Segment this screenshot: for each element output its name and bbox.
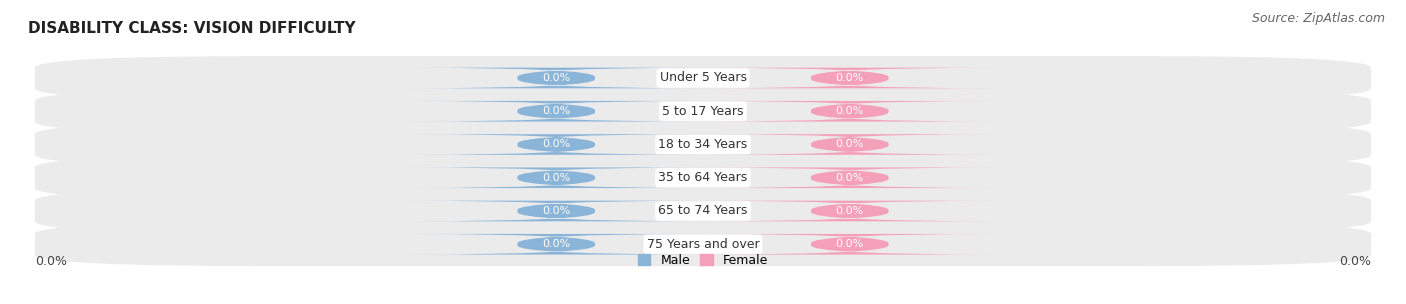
Legend: Male, Female: Male, Female [633, 249, 773, 272]
Text: 0.0%: 0.0% [835, 73, 863, 83]
Text: 0.0%: 0.0% [543, 206, 571, 216]
Text: DISABILITY CLASS: VISION DIFFICULTY: DISABILITY CLASS: VISION DIFFICULTY [28, 22, 356, 36]
FancyBboxPatch shape [35, 123, 1371, 167]
FancyBboxPatch shape [700, 201, 1000, 221]
Text: 0.0%: 0.0% [35, 254, 67, 268]
Text: 0.0%: 0.0% [1339, 254, 1371, 268]
FancyBboxPatch shape [35, 56, 1371, 100]
Text: 0.0%: 0.0% [835, 140, 863, 150]
Text: 0.0%: 0.0% [543, 173, 571, 183]
Text: 0.0%: 0.0% [835, 239, 863, 249]
FancyBboxPatch shape [700, 134, 1000, 155]
Text: Source: ZipAtlas.com: Source: ZipAtlas.com [1251, 12, 1385, 25]
FancyBboxPatch shape [406, 101, 706, 122]
Text: 18 to 34 Years: 18 to 34 Years [658, 138, 748, 151]
Text: 0.0%: 0.0% [543, 106, 571, 116]
FancyBboxPatch shape [35, 89, 1371, 133]
FancyBboxPatch shape [700, 234, 1000, 254]
FancyBboxPatch shape [700, 101, 1000, 122]
FancyBboxPatch shape [35, 156, 1371, 200]
Text: 0.0%: 0.0% [543, 140, 571, 150]
FancyBboxPatch shape [406, 168, 706, 188]
Text: Under 5 Years: Under 5 Years [659, 71, 747, 85]
FancyBboxPatch shape [700, 68, 1000, 88]
Text: 0.0%: 0.0% [835, 206, 863, 216]
Text: 5 to 17 Years: 5 to 17 Years [662, 105, 744, 118]
Text: 35 to 64 Years: 35 to 64 Years [658, 171, 748, 184]
Text: 0.0%: 0.0% [835, 173, 863, 183]
FancyBboxPatch shape [406, 201, 706, 221]
Text: 65 to 74 Years: 65 to 74 Years [658, 205, 748, 217]
Text: 0.0%: 0.0% [543, 239, 571, 249]
Text: 0.0%: 0.0% [835, 106, 863, 116]
FancyBboxPatch shape [700, 168, 1000, 188]
FancyBboxPatch shape [35, 222, 1371, 266]
Text: 0.0%: 0.0% [543, 73, 571, 83]
FancyBboxPatch shape [406, 134, 706, 155]
Text: 75 Years and over: 75 Years and over [647, 238, 759, 251]
FancyBboxPatch shape [406, 234, 706, 254]
FancyBboxPatch shape [35, 189, 1371, 233]
FancyBboxPatch shape [406, 68, 706, 88]
